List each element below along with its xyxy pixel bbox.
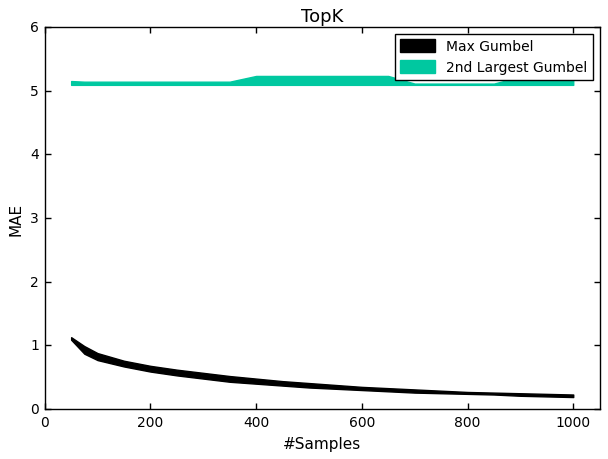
Legend: Max Gumbel, 2nd Largest Gumbel: Max Gumbel, 2nd Largest Gumbel	[395, 35, 593, 81]
Y-axis label: MAE: MAE	[9, 202, 23, 235]
Title: TopK: TopK	[301, 8, 344, 26]
X-axis label: #Samples: #Samples	[283, 436, 361, 451]
